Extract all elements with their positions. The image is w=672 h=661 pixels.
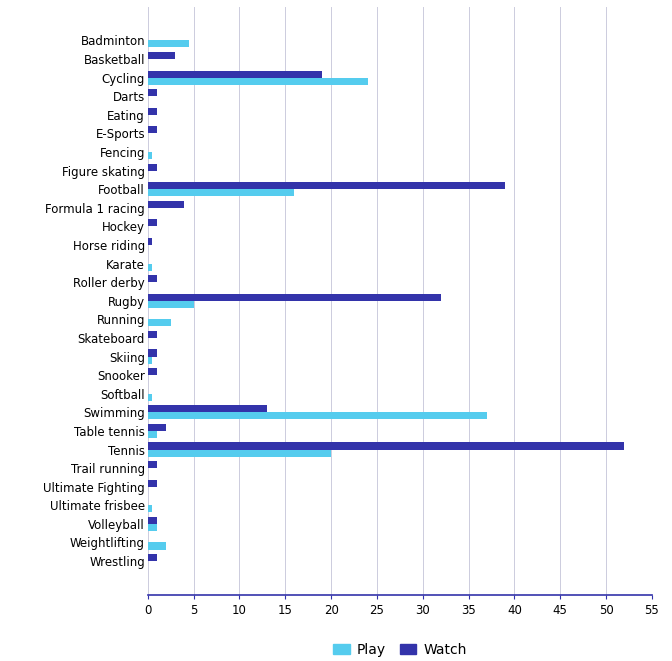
- Bar: [148, 405, 267, 412]
- Bar: [148, 275, 157, 282]
- Bar: [148, 89, 157, 97]
- Bar: [148, 238, 153, 245]
- Bar: [148, 543, 166, 549]
- Legend: Play, Watch: Play, Watch: [327, 637, 472, 661]
- Bar: [148, 461, 157, 468]
- Bar: [148, 40, 189, 48]
- Bar: [148, 350, 157, 356]
- Bar: [148, 368, 157, 375]
- Bar: [148, 182, 505, 189]
- Bar: [148, 71, 322, 77]
- Bar: [148, 301, 194, 308]
- Bar: [148, 293, 441, 301]
- Bar: [148, 517, 157, 524]
- Bar: [148, 424, 166, 431]
- Bar: [148, 394, 153, 401]
- Bar: [148, 319, 171, 327]
- Bar: [148, 356, 153, 364]
- Bar: [148, 126, 157, 134]
- Bar: [148, 152, 153, 159]
- Bar: [148, 331, 157, 338]
- Bar: [148, 219, 157, 226]
- Bar: [148, 480, 157, 486]
- Bar: [148, 412, 487, 419]
- Bar: [148, 189, 294, 196]
- Bar: [148, 201, 185, 208]
- Bar: [148, 505, 153, 512]
- Bar: [148, 431, 157, 438]
- Bar: [148, 108, 157, 115]
- Bar: [148, 524, 157, 531]
- Bar: [148, 77, 368, 85]
- Bar: [148, 554, 157, 561]
- Bar: [148, 264, 153, 270]
- Bar: [148, 52, 175, 59]
- Bar: [148, 163, 157, 171]
- Bar: [148, 449, 331, 457]
- Bar: [148, 442, 624, 449]
